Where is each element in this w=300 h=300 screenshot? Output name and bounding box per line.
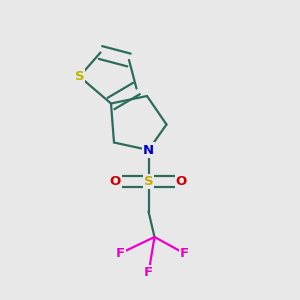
Text: S: S bbox=[75, 70, 84, 83]
Text: F: F bbox=[180, 247, 189, 260]
Text: N: N bbox=[143, 143, 154, 157]
Text: F: F bbox=[116, 247, 124, 260]
Text: O: O bbox=[176, 175, 187, 188]
Text: S: S bbox=[144, 175, 153, 188]
Text: O: O bbox=[110, 175, 121, 188]
Text: F: F bbox=[144, 266, 153, 280]
